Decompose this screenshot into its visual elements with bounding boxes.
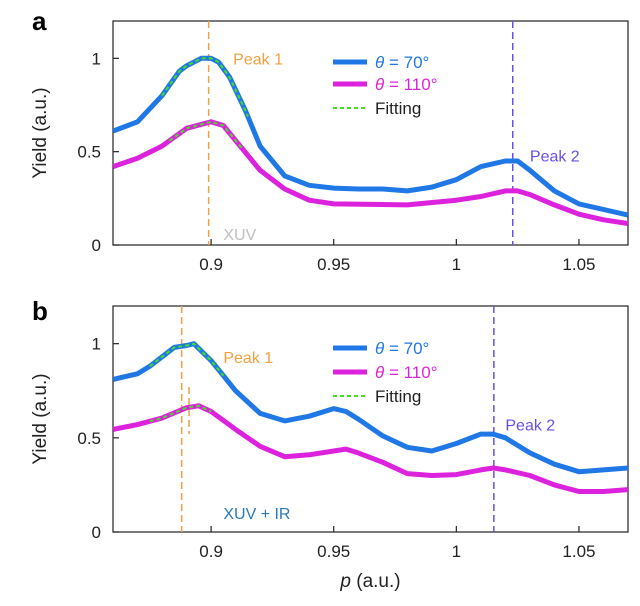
legend: θ = 70° θ = 110° Fitting <box>333 53 438 118</box>
plot-frame <box>112 305 629 533</box>
x-tick-label: 0.95 <box>317 542 350 561</box>
annotation-peak-2: Peak 2 <box>505 418 555 435</box>
annotation-peak-2: Peak 2 <box>530 148 580 165</box>
annotation-xuv: XUV <box>223 227 256 244</box>
series-line-theta-70 <box>113 55 628 218</box>
plot-area <box>113 306 628 532</box>
y-axis-label: Yield (a.u.) <box>30 373 51 464</box>
legend-label: Fitting <box>375 99 421 118</box>
annotation-peak-1: Peak 1 <box>223 350 273 367</box>
fitting-line <box>149 404 212 423</box>
fitting-line <box>161 57 249 117</box>
x-tick-label: 1 <box>452 255 461 274</box>
fitting-line <box>149 342 225 377</box>
x-axis-label: p (a.u.) <box>339 571 400 592</box>
x-tick-label: 0.95 <box>317 255 350 274</box>
y-tick-label: 0.5 <box>77 143 101 162</box>
legend: θ = 70° θ = 110° Fitting <box>333 339 438 406</box>
legend-label: θ = 110° <box>375 363 438 382</box>
y-tick-label: 1 <box>92 49 101 68</box>
fitting-line <box>168 120 244 151</box>
panel-letter: a <box>32 6 47 36</box>
annotation-xuv-ir: XUV + IR <box>223 506 290 523</box>
y-tick-label: 0 <box>92 523 101 542</box>
y-tick-label: 1 <box>92 335 101 354</box>
series-line-theta-110 <box>113 119 628 226</box>
plot-frame <box>112 20 629 246</box>
x-tick-label: 1.05 <box>562 542 595 561</box>
legend-label: θ = 70° <box>375 339 429 358</box>
y-axis-label: Yield (a.u.) <box>30 87 51 178</box>
x-tick-label: 1 <box>452 542 461 561</box>
legend-label: θ = 70° <box>375 53 429 72</box>
plot-area <box>113 21 628 245</box>
x-tick-label: 0.9 <box>199 255 223 274</box>
annotation-peak-1: Peak 1 <box>233 51 283 68</box>
y-tick-label: 0 <box>92 236 101 255</box>
legend-label: Fitting <box>375 387 421 406</box>
panel-a: a 0.9 0.95 1 1.05 0 0.5 1 Yield (a.u.) Peak 1 Peak… <box>30 6 629 274</box>
panel-b: b 0.9 0.95 1 1.05 0 0.5 1 Yield (a.u.) p (a.u.) Pe… <box>30 296 629 592</box>
x-tick-label: 1.05 <box>562 255 595 274</box>
x-tick-label: 0.9 <box>199 542 223 561</box>
y-tick-label: 0.5 <box>77 429 101 448</box>
panel-letter: b <box>32 296 48 326</box>
legend-label: θ = 110° <box>375 75 438 94</box>
